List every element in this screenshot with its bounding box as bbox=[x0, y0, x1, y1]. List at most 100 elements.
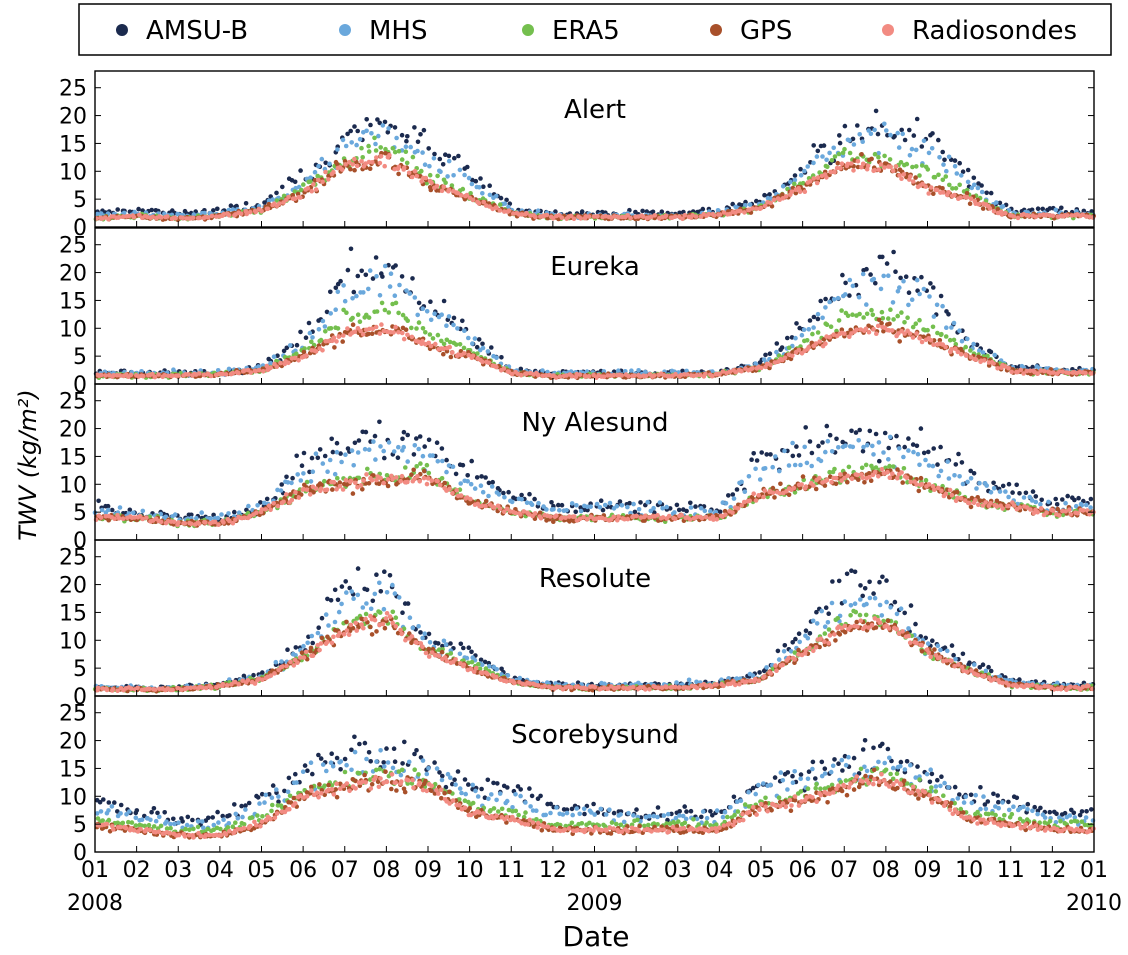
data-point bbox=[327, 161, 332, 167]
data-point bbox=[876, 154, 881, 160]
data-point bbox=[461, 345, 467, 351]
data-point bbox=[811, 483, 816, 488]
data-point bbox=[956, 451, 961, 457]
data-point bbox=[940, 190, 946, 195]
data-point bbox=[917, 462, 922, 468]
data-point bbox=[322, 453, 328, 459]
data-point bbox=[988, 490, 994, 495]
data-point bbox=[448, 641, 453, 646]
data-point bbox=[749, 457, 754, 463]
data-point bbox=[871, 326, 876, 332]
data-point bbox=[774, 341, 780, 346]
data-point bbox=[366, 143, 371, 149]
data-point bbox=[940, 303, 945, 309]
data-point bbox=[281, 348, 287, 354]
data-point bbox=[849, 161, 854, 166]
data-point bbox=[890, 471, 895, 477]
data-point bbox=[869, 307, 874, 313]
data-point bbox=[396, 329, 401, 335]
data-point bbox=[456, 153, 461, 159]
data-point bbox=[315, 173, 321, 179]
data-point bbox=[424, 309, 430, 314]
data-point bbox=[369, 478, 375, 483]
data-point bbox=[349, 589, 355, 594]
data-point bbox=[845, 479, 850, 485]
data-point bbox=[345, 131, 350, 137]
data-point bbox=[807, 631, 813, 636]
data-point bbox=[202, 210, 207, 216]
data-point bbox=[401, 336, 407, 342]
data-point bbox=[502, 494, 507, 500]
data-point bbox=[801, 327, 807, 333]
data-point bbox=[840, 150, 846, 156]
data-point bbox=[382, 263, 388, 269]
data-point bbox=[387, 153, 392, 158]
data-point bbox=[885, 469, 890, 475]
data-point bbox=[474, 344, 480, 350]
data-point bbox=[396, 164, 402, 170]
data-point bbox=[238, 211, 244, 217]
data-point bbox=[443, 180, 448, 185]
data-point bbox=[494, 667, 500, 672]
data-point bbox=[305, 640, 311, 646]
data-point bbox=[405, 318, 411, 324]
data-point bbox=[1033, 499, 1039, 505]
data-point bbox=[197, 215, 202, 221]
data-point bbox=[211, 208, 216, 213]
data-point bbox=[877, 579, 882, 585]
data-point bbox=[906, 302, 911, 308]
data-point bbox=[871, 452, 876, 457]
data-point bbox=[336, 334, 342, 339]
data-point bbox=[397, 282, 402, 288]
data-point bbox=[381, 606, 387, 612]
data-point bbox=[664, 504, 669, 510]
data-point bbox=[396, 310, 401, 316]
data-point bbox=[597, 505, 603, 510]
data-point bbox=[486, 493, 491, 499]
data-point bbox=[343, 162, 348, 167]
data-point bbox=[486, 360, 492, 366]
data-point bbox=[815, 148, 821, 154]
data-point bbox=[842, 146, 847, 152]
data-point bbox=[116, 214, 122, 220]
data-point bbox=[281, 499, 286, 505]
data-point bbox=[469, 458, 475, 464]
data-point bbox=[693, 214, 699, 219]
data-point bbox=[751, 491, 756, 497]
data-point bbox=[939, 331, 944, 337]
data-point bbox=[997, 200, 1003, 206]
data-point bbox=[935, 462, 940, 467]
data-point bbox=[519, 497, 524, 502]
data-point bbox=[913, 621, 918, 627]
data-point bbox=[767, 192, 772, 197]
data-point bbox=[738, 208, 743, 214]
data-point bbox=[405, 332, 410, 338]
data-point bbox=[405, 601, 411, 606]
data-point bbox=[984, 190, 989, 196]
data-point bbox=[348, 246, 354, 252]
data-point bbox=[747, 202, 753, 207]
data-point bbox=[858, 583, 863, 588]
data-point bbox=[270, 197, 276, 202]
data-point bbox=[607, 500, 613, 506]
data-point bbox=[854, 327, 859, 333]
data-point bbox=[295, 472, 301, 477]
data-point bbox=[823, 449, 828, 455]
data-point bbox=[770, 490, 776, 496]
data-point bbox=[958, 195, 963, 200]
series-radiosondes bbox=[94, 153, 1096, 222]
data-point bbox=[215, 368, 221, 373]
data-point bbox=[349, 140, 355, 145]
data-point bbox=[850, 444, 856, 450]
data-point bbox=[979, 183, 984, 188]
data-point bbox=[1076, 495, 1081, 501]
data-point bbox=[498, 195, 504, 201]
data-point bbox=[861, 315, 866, 320]
data-point bbox=[203, 520, 208, 525]
data-point bbox=[875, 323, 881, 329]
data-point bbox=[296, 495, 302, 500]
y-tick-label: 5 bbox=[73, 501, 87, 526]
data-point bbox=[289, 497, 295, 503]
data-point bbox=[761, 494, 766, 500]
